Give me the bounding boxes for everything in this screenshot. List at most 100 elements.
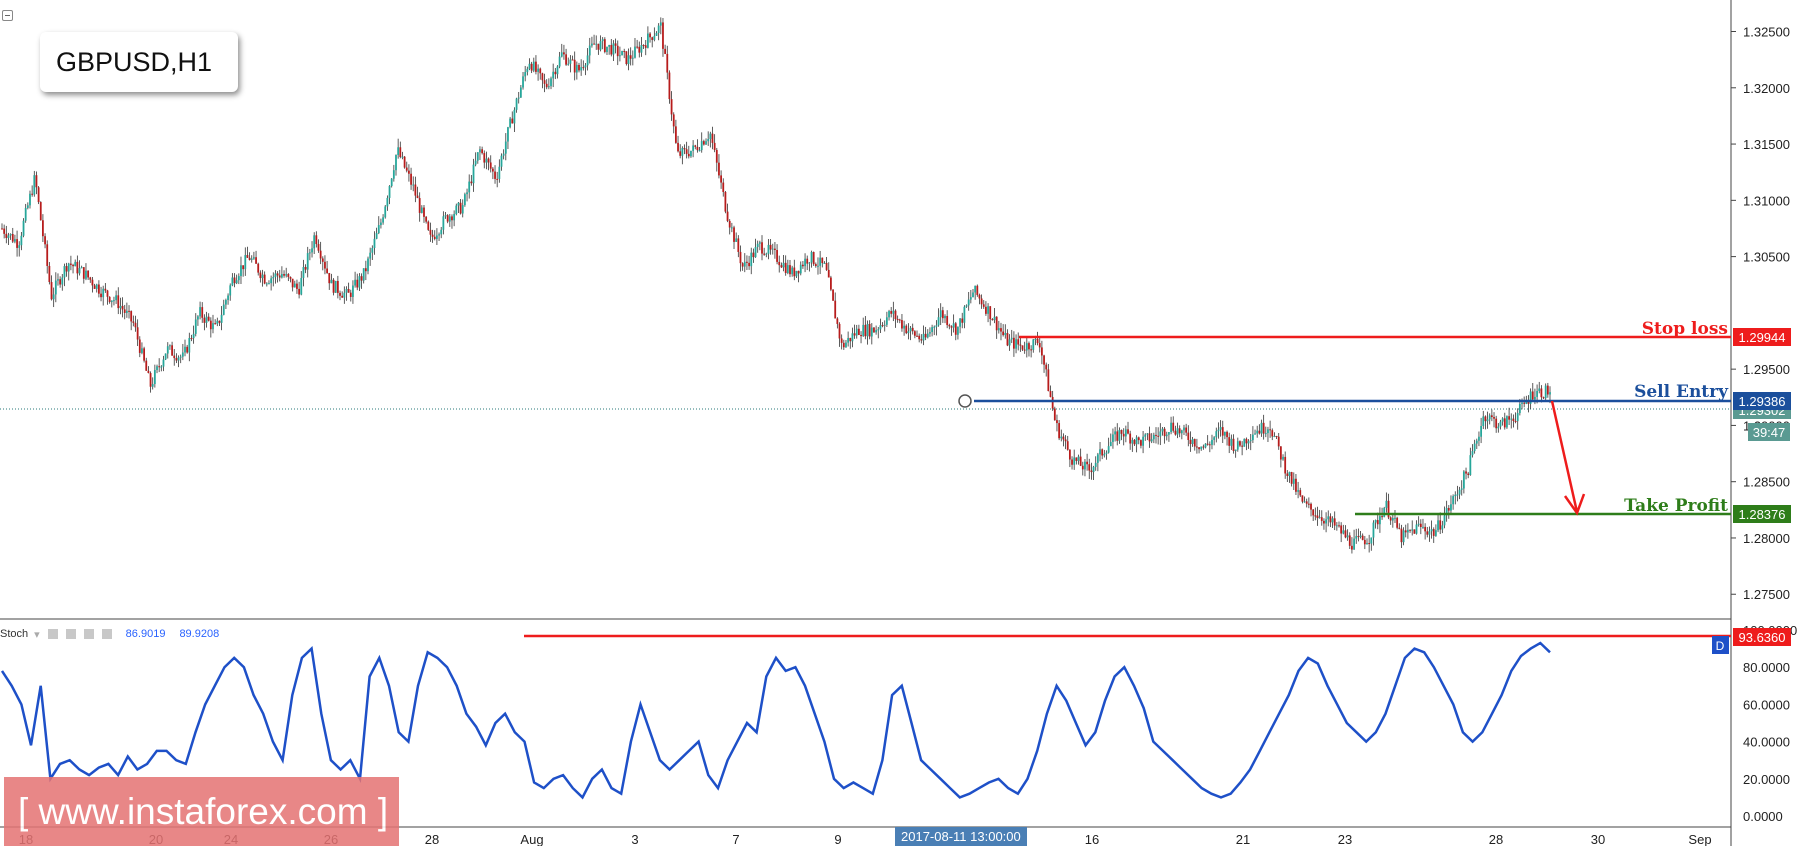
candle-body xyxy=(16,239,18,248)
chevron-down-icon[interactable]: ▾ xyxy=(34,628,40,641)
candle-body xyxy=(685,149,688,154)
candle-body xyxy=(517,97,520,99)
candle-body xyxy=(470,181,473,184)
candle-body xyxy=(209,320,212,330)
candle-body xyxy=(1531,391,1534,400)
candle-body xyxy=(141,348,143,353)
candle-body xyxy=(1032,339,1035,350)
candle-body xyxy=(97,284,100,294)
candle-body xyxy=(1247,441,1250,444)
source-icon[interactable] xyxy=(83,629,94,639)
candle-body xyxy=(500,155,503,167)
candle-body xyxy=(1389,517,1392,521)
candle-body xyxy=(287,274,290,277)
candle-body xyxy=(332,279,335,293)
candle-body xyxy=(664,48,667,54)
close-icon[interactable] xyxy=(101,629,112,639)
candle-body xyxy=(672,114,675,127)
sell-entry-anchor[interactable] xyxy=(958,394,972,408)
candle-body xyxy=(459,202,462,214)
candle-body xyxy=(412,184,415,186)
candle-body xyxy=(1376,520,1379,525)
candle-body xyxy=(1288,472,1291,476)
candle-body xyxy=(885,317,888,325)
candle-body xyxy=(375,233,378,239)
candle-body xyxy=(806,258,809,264)
candle-body xyxy=(1391,518,1394,521)
eye-icon[interactable] xyxy=(47,629,58,639)
candle-body xyxy=(1073,457,1076,465)
candle-body xyxy=(429,229,432,235)
candle-body xyxy=(1088,464,1091,471)
candle-body xyxy=(448,216,451,222)
candle-body xyxy=(380,222,382,226)
candle-body xyxy=(457,202,460,206)
candle-body xyxy=(933,326,936,328)
candle-body xyxy=(302,267,305,278)
candle-body xyxy=(993,316,996,321)
candle-body xyxy=(711,133,714,143)
candle-body xyxy=(1518,403,1521,414)
candle-body xyxy=(334,280,337,293)
candle-body xyxy=(1140,440,1142,446)
candle-body xyxy=(106,290,109,297)
candle-body xyxy=(1437,520,1439,531)
candle-body xyxy=(1482,416,1485,426)
candle-body xyxy=(1062,436,1065,440)
candle-body xyxy=(1305,501,1308,504)
candle-body xyxy=(397,147,400,156)
candle-body xyxy=(1357,536,1360,538)
candle-body xyxy=(1038,343,1041,348)
candle-body xyxy=(1165,434,1168,437)
candle-body xyxy=(1081,465,1084,470)
candle-body xyxy=(1366,543,1368,545)
candle-body xyxy=(153,370,156,385)
candle-body xyxy=(1241,445,1244,447)
candle-body xyxy=(741,263,744,267)
candle-body xyxy=(160,366,163,368)
candle-body xyxy=(640,45,643,53)
candle-body xyxy=(1168,432,1170,435)
candle-body xyxy=(1004,332,1007,336)
candle-body xyxy=(433,236,436,239)
candle-body xyxy=(438,234,440,236)
candle-body xyxy=(909,327,912,332)
candle-body xyxy=(939,310,942,318)
stoch-name[interactable]: Stoch xyxy=(0,628,29,640)
candle-body xyxy=(931,327,933,333)
settings-icon[interactable] xyxy=(65,629,76,639)
candle-body xyxy=(496,178,499,180)
candle-body xyxy=(173,355,176,359)
candle-body xyxy=(898,319,901,321)
candle-body xyxy=(705,141,707,145)
candle-body xyxy=(571,59,574,61)
candle-body xyxy=(1370,537,1373,544)
candle-body xyxy=(311,248,313,253)
candle-body xyxy=(1045,364,1048,370)
candle-body xyxy=(74,261,77,267)
candle-body xyxy=(625,51,628,65)
candle-body xyxy=(974,285,977,293)
candle-body xyxy=(69,263,72,265)
candle-body xyxy=(1217,429,1220,432)
candle-body xyxy=(199,307,201,317)
candle-body xyxy=(1340,525,1343,534)
candle-body xyxy=(37,187,40,203)
candle-body xyxy=(883,324,886,326)
candle-body xyxy=(246,255,249,258)
candle-body xyxy=(472,164,475,184)
candle-body xyxy=(48,265,51,283)
sell-entry-price: 1.29386 xyxy=(1739,394,1786,409)
candle-body xyxy=(272,276,275,279)
candle-body xyxy=(657,25,660,33)
collapse-pane-button[interactable] xyxy=(2,10,13,21)
candle-body xyxy=(300,277,303,295)
candle-body xyxy=(1084,461,1086,470)
candle-body xyxy=(1325,519,1327,524)
candle-body xyxy=(924,333,927,338)
candle-body xyxy=(1542,397,1545,399)
candle-body xyxy=(1348,535,1351,546)
candle-body xyxy=(550,78,552,87)
d-tag-badge[interactable] xyxy=(1712,636,1729,654)
